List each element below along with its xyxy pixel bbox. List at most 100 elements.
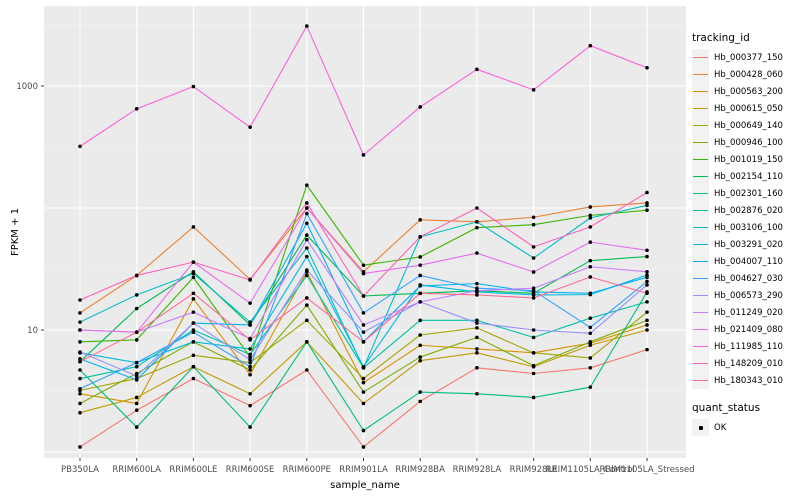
x-axis-title: sample_name	[330, 480, 400, 491]
legend-label: Hb_002876_020	[714, 205, 783, 216]
data-point-Hb_004007_110	[418, 284, 423, 288]
data-point-Hb_111985_110	[134, 107, 139, 111]
data-point-Hb_011249_020	[588, 264, 593, 269]
data-point-Hb_000563_200	[78, 391, 82, 396]
data-point-Hb_002301_160	[588, 385, 593, 389]
x-tick-label: RRIM928BA	[395, 465, 445, 475]
data-point-Hb_148209_010	[531, 245, 536, 249]
data-point-Hb_148209_010	[248, 278, 252, 282]
data-point-Hb_011249_020	[531, 286, 536, 291]
legend-entry-Hb_180343_010: Hb_180343_010	[692, 372, 798, 389]
legend-key-line-icon	[693, 108, 708, 110]
legend-label: Hb_000649_140	[714, 120, 783, 131]
legend-key-line-icon	[693, 346, 708, 348]
data-point-Hb_003106_100	[78, 320, 82, 324]
data-point-Hb_004627_030	[305, 211, 309, 216]
data-point-Hb_000615_050	[134, 395, 139, 400]
legend-key-line-icon	[693, 244, 708, 246]
data-point-Hb_004007_110	[134, 378, 139, 382]
data-point-Hb_148209_010	[78, 298, 82, 302]
data-point-Hb_002154_110	[305, 233, 309, 237]
legend-entry-Hb_000563_200: Hb_000563_200	[692, 83, 798, 100]
legend-key-line-icon	[693, 227, 708, 229]
data-point-Hb_006573_290	[134, 374, 139, 378]
data-point-Hb_000649_140	[361, 376, 366, 381]
data-point-Hb_000428_060	[191, 225, 196, 229]
data-point-Hb_021409_080	[361, 271, 366, 276]
data-point-Hb_011249_020	[418, 300, 423, 304]
data-point-Hb_000377_150	[645, 347, 649, 352]
y-axis-title: FPKM + 1	[10, 207, 21, 257]
data-point-Hb_111985_110	[78, 144, 82, 149]
data-point-Hb_111985_110	[418, 105, 423, 109]
legend-key-line-icon	[693, 380, 708, 382]
data-point-Hb_111985_110	[588, 43, 593, 48]
data-point-Hb_180343_010	[531, 296, 536, 300]
legend-entry-Hb_004007_110: Hb_004007_110	[692, 253, 798, 270]
data-point-Hb_021409_080	[305, 206, 309, 210]
data-point-Hb_180343_010	[305, 296, 309, 300]
data-point-Hb_148209_010	[134, 273, 139, 278]
data-point-Hb_003291_020	[361, 364, 366, 369]
legend-label: Hb_111985_110	[714, 341, 783, 352]
data-point-Hb_000428_060	[418, 218, 423, 222]
legend-entry-Hb_000615_050: Hb_000615_050	[692, 100, 798, 117]
data-point-Hb_003291_020	[531, 293, 536, 297]
data-point-Hb_001019_150	[78, 340, 82, 344]
data-point-Hb_003106_100	[531, 256, 536, 260]
data-point-Hb_002876_020	[78, 376, 82, 381]
legend-key-Hb_006573_290	[692, 287, 709, 304]
data-point-Hb_006573_290	[531, 328, 536, 332]
data-point-Hb_004627_030	[588, 325, 593, 330]
data-point-Hb_111985_110	[361, 153, 366, 157]
data-point-Hb_002301_160	[191, 364, 196, 369]
data-point-Hb_111985_110	[531, 88, 536, 92]
data-point-Hb_000615_050	[588, 343, 593, 348]
legend-entry-Hb_148209_010: Hb_148209_010	[692, 355, 798, 372]
y-tick-label: 1000	[16, 82, 38, 92]
data-point-Hb_000615_050	[475, 351, 479, 355]
data-point-Hb_004627_030	[531, 288, 536, 293]
data-point-Hb_003106_100	[305, 246, 309, 250]
data-point-Hb_000649_140	[588, 356, 593, 360]
data-point-Hb_002301_160	[361, 428, 366, 433]
data-point-Hb_021409_080	[418, 263, 423, 267]
legend-label: Hb_021409_080	[714, 324, 783, 335]
data-point-Hb_000377_150	[248, 403, 252, 408]
data-point-Hb_000946_100	[418, 355, 423, 359]
data-point-Hb_000649_140	[418, 333, 423, 337]
data-point-Hb_001019_150	[134, 338, 139, 342]
legend-label: Hb_011249_020	[714, 307, 783, 318]
legend-entry-Hb_011249_020: Hb_011249_020	[692, 304, 798, 321]
data-point-Hb_000946_100	[248, 368, 252, 372]
legend-key-line-icon	[693, 363, 708, 365]
data-point-Hb_004007_110	[78, 357, 82, 361]
data-point-Hb_148209_010	[645, 190, 649, 195]
data-point-Hb_002301_160	[305, 340, 309, 344]
data-point-Hb_011249_020	[191, 310, 196, 314]
data-point-Hb_148209_010	[191, 260, 196, 264]
x-tick-label: RRIM600PE	[283, 465, 331, 475]
data-point-Hb_000649_140	[475, 326, 479, 330]
data-point-Hb_000377_150	[361, 445, 366, 449]
data-point-Hb_000615_050	[78, 410, 82, 415]
legend-label: Hb_003106_100	[714, 222, 783, 233]
legend-entry-Hb_001019_150: Hb_001019_150	[692, 151, 798, 168]
data-point-Hb_004627_030	[134, 360, 139, 365]
plot-panel	[44, 6, 686, 458]
data-point-Hb_003291_020	[248, 347, 252, 351]
legend-key-Hb_148209_010	[692, 355, 709, 372]
data-point-Hb_021409_080	[78, 328, 82, 332]
legend-label: Hb_002154_110	[714, 171, 783, 182]
data-point-Hb_004627_030	[645, 279, 649, 284]
data-point-Hb_111985_110	[191, 84, 196, 89]
data-point-Hb_000649_140	[248, 360, 252, 365]
legend-entry-Hb_000946_100: Hb_000946_100	[692, 134, 798, 151]
data-point-Hb_006573_290	[248, 357, 252, 362]
legend-key-Hb_002301_160	[692, 185, 709, 202]
data-point-Hb_180343_010	[78, 359, 82, 364]
data-point-Hb_006573_290	[475, 321, 479, 325]
data-point-Hb_002876_020	[305, 273, 309, 278]
